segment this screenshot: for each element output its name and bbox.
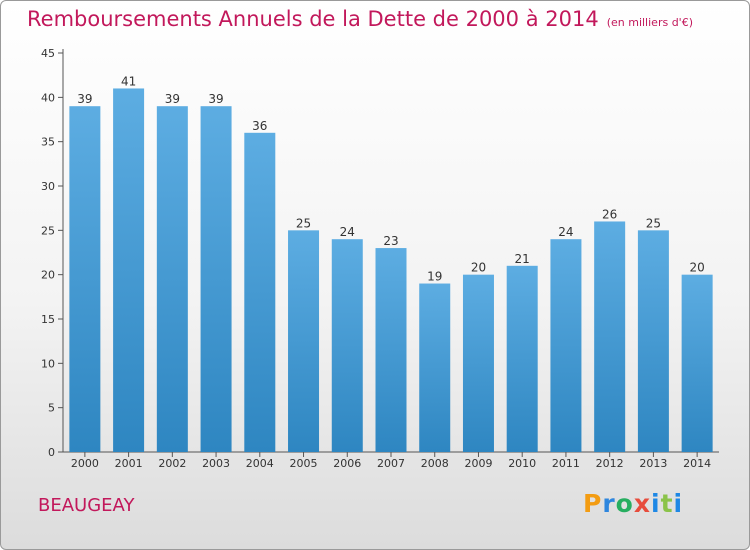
- place-name: BEAUGEAY: [38, 495, 135, 516]
- bar-value-label: 21: [515, 252, 530, 266]
- y-tick-label: 15: [41, 313, 55, 326]
- x-tick-label: 2000: [71, 457, 99, 470]
- bar: [375, 248, 407, 452]
- x-tick-label: 2001: [115, 457, 143, 470]
- bar: [506, 265, 538, 452]
- y-tick-label: 0: [48, 446, 55, 459]
- bar: [69, 106, 101, 452]
- bar: [419, 283, 451, 452]
- bar-value-label: 25: [296, 216, 311, 230]
- bar: [637, 230, 669, 452]
- x-tick-label: 2006: [333, 457, 361, 470]
- bar-value-label: 39: [77, 92, 92, 106]
- x-tick-label: 2010: [508, 457, 536, 470]
- y-tick-label: 20: [41, 269, 55, 282]
- y-tick-label: 10: [41, 357, 55, 370]
- chart-title-text: Remboursements Annuels de la Dette de 20…: [27, 7, 599, 31]
- bar: [550, 239, 582, 452]
- bar: [288, 230, 320, 452]
- chart-unit-note: (en milliers d'€): [606, 16, 693, 29]
- x-tick-label: 2012: [596, 457, 624, 470]
- bar: [200, 106, 232, 452]
- x-tick-label: 2004: [246, 457, 274, 470]
- x-tick-label: 2014: [683, 457, 711, 470]
- bar-value-label: 36: [252, 119, 267, 133]
- bar: [113, 88, 145, 452]
- y-tick-label: 45: [41, 47, 55, 60]
- bar: [594, 221, 626, 452]
- x-tick-label: 2007: [377, 457, 405, 470]
- y-tick-label: 40: [41, 91, 55, 104]
- y-tick-label: 35: [41, 136, 55, 149]
- chart-title: Remboursements Annuels de la Dette de 20…: [27, 7, 693, 31]
- bar: [156, 106, 188, 452]
- bar-value-label: 24: [558, 225, 573, 239]
- bar-value-label: 41: [121, 74, 136, 88]
- bar-value-label: 19: [427, 270, 442, 284]
- x-tick-label: 2011: [552, 457, 580, 470]
- y-tick-label: 25: [41, 224, 55, 237]
- bar-value-label: 20: [471, 261, 486, 275]
- proxiti-logo: Proxiti: [583, 489, 684, 518]
- x-tick-label: 2002: [158, 457, 186, 470]
- x-tick-label: 2005: [290, 457, 318, 470]
- bar: [462, 274, 494, 452]
- bar-value-label: 23: [383, 234, 398, 248]
- x-tick-label: 2013: [639, 457, 667, 470]
- bar-value-label: 39: [208, 92, 223, 106]
- bar-value-label: 20: [689, 261, 704, 275]
- y-tick-label: 30: [41, 180, 55, 193]
- x-tick-label: 2009: [464, 457, 492, 470]
- bar-value-label: 39: [165, 92, 180, 106]
- bar: [331, 239, 363, 452]
- bar-value-label: 25: [646, 216, 661, 230]
- x-tick-label: 2008: [421, 457, 449, 470]
- bar: [681, 274, 713, 452]
- bar-value-label: 26: [602, 207, 617, 221]
- bar-value-label: 24: [340, 225, 355, 239]
- bar: [244, 132, 276, 453]
- y-tick-label: 5: [48, 402, 55, 415]
- x-tick-label: 2003: [202, 457, 230, 470]
